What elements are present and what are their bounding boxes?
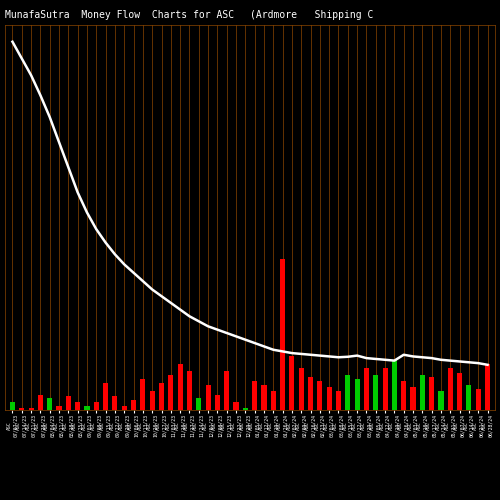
Bar: [457, 374, 462, 410]
Bar: [94, 402, 99, 410]
Bar: [112, 396, 117, 410]
Bar: [84, 406, 89, 410]
Bar: [346, 375, 350, 410]
Bar: [382, 368, 388, 410]
Bar: [159, 383, 164, 410]
Bar: [485, 364, 490, 410]
Bar: [140, 379, 145, 410]
Bar: [466, 385, 471, 410]
Bar: [364, 368, 369, 410]
Bar: [429, 377, 434, 410]
Text: (Ardmore   Shipping C: (Ardmore Shipping C: [250, 10, 374, 20]
Bar: [187, 372, 192, 410]
Bar: [326, 387, 332, 410]
Bar: [38, 394, 43, 410]
Bar: [215, 394, 220, 410]
Bar: [47, 398, 52, 410]
Bar: [150, 390, 154, 410]
Bar: [308, 377, 313, 410]
Bar: [10, 402, 15, 410]
Bar: [178, 364, 182, 410]
Bar: [19, 408, 24, 410]
Bar: [75, 402, 80, 410]
Bar: [206, 385, 210, 410]
Bar: [318, 381, 322, 410]
Bar: [270, 390, 276, 410]
Bar: [373, 375, 378, 410]
Bar: [252, 381, 257, 410]
Bar: [438, 390, 444, 410]
Bar: [224, 372, 230, 410]
Bar: [280, 260, 285, 410]
Text: MunafaSutra  Money Flow  Charts for ASC: MunafaSutra Money Flow Charts for ASC: [5, 10, 234, 20]
Bar: [56, 406, 62, 410]
Bar: [336, 390, 341, 410]
Bar: [410, 387, 416, 410]
Bar: [392, 360, 397, 410]
Bar: [401, 381, 406, 410]
Bar: [122, 406, 127, 410]
Bar: [131, 400, 136, 410]
Bar: [28, 408, 34, 410]
Bar: [476, 389, 481, 410]
Bar: [103, 383, 108, 410]
Bar: [262, 385, 266, 410]
Bar: [243, 408, 248, 410]
Bar: [234, 402, 238, 410]
Bar: [196, 398, 202, 410]
Bar: [66, 396, 71, 410]
Bar: [298, 368, 304, 410]
Bar: [168, 375, 173, 410]
Bar: [448, 368, 453, 410]
Bar: [420, 375, 425, 410]
Bar: [354, 379, 360, 410]
Bar: [290, 356, 294, 410]
